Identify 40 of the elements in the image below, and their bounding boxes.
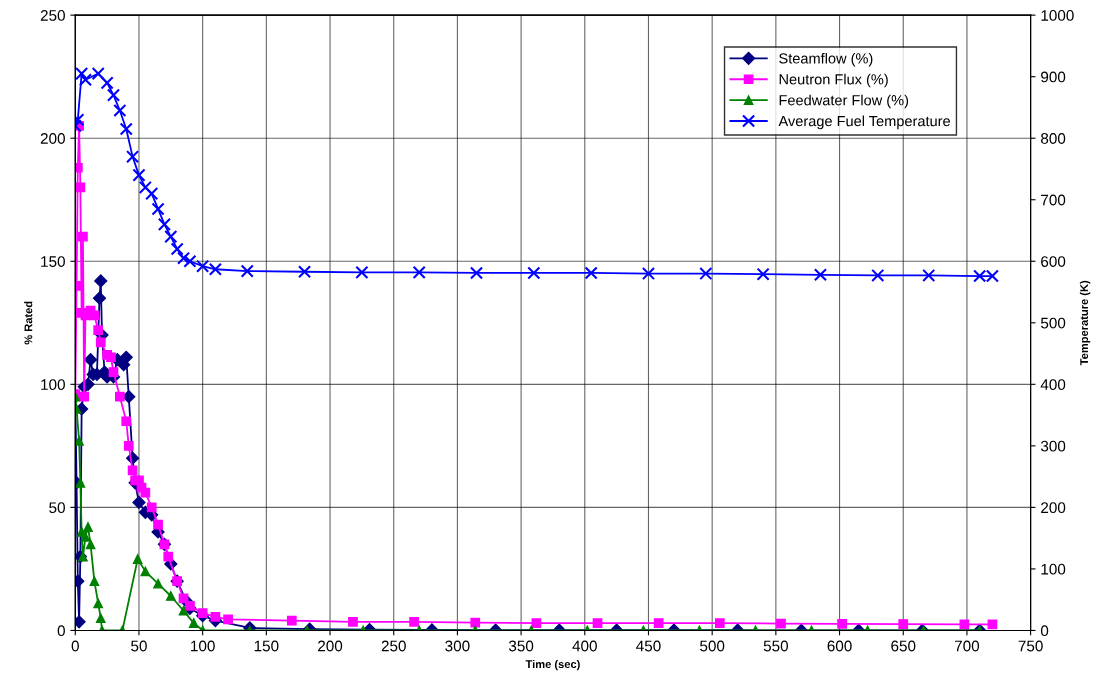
legend-label: Average Fuel Temperature [778,115,950,130]
y2-tick-label: 800 [1041,133,1066,144]
legend-label: Feedwater Flow (%) [779,94,909,109]
y-axis-title: % Rated [24,301,33,345]
x-tick-label: 300 [445,640,470,652]
legend-label: Neutron Flux (%) [779,73,888,88]
y-tick-label: 50 [49,502,65,514]
x-tick-label: 500 [700,640,725,652]
x-tick-label: 700 [954,640,980,652]
x-tick-label: 50 [131,640,147,652]
y-tick-label: 100 [41,379,65,391]
x-tick-label: 550 [763,640,789,652]
y2-tick-label: 200 [1041,502,1066,514]
x-tick-label: 0 [71,640,79,652]
y2-tick-label: 400 [1040,379,1066,391]
x-tick-label: 750 [1018,640,1043,652]
x-tick-label: 250 [381,640,406,652]
y2-tick-label: 0 [1040,625,1049,637]
y-tick-label: 250 [40,10,65,21]
y-tick-label: 150 [41,256,65,267]
x-axis-title: Time (sec) [525,659,580,671]
x-tick-label: 600 [827,640,852,652]
y2-tick-label: 100 [1041,563,1066,575]
y-tick-label: 200 [40,133,65,144]
y2-tick-label: 600 [1041,256,1066,267]
x-tick-label: 400 [572,640,597,652]
y2-axis-title: Temperature (K) [1079,280,1091,366]
x-tick-label: 650 [891,640,916,652]
x-tick-label: 450 [636,640,661,652]
y2-tick-label: 900 [1041,71,1066,83]
x-tick-label: 100 [191,640,215,652]
legend-label: Steamflow (%) [779,52,873,67]
y2-tick-label: 700 [1041,194,1066,206]
x-tick-label: 350 [508,640,534,652]
x-tick-label: 200 [318,640,343,652]
y2-tick-label: 300 [1040,440,1066,452]
y-tick-label: 0 [57,625,65,637]
y2-tick-label: 500 [1040,317,1066,329]
x-tick-label: 150 [254,640,279,652]
y2-tick-label: 1000 [1041,10,1074,21]
